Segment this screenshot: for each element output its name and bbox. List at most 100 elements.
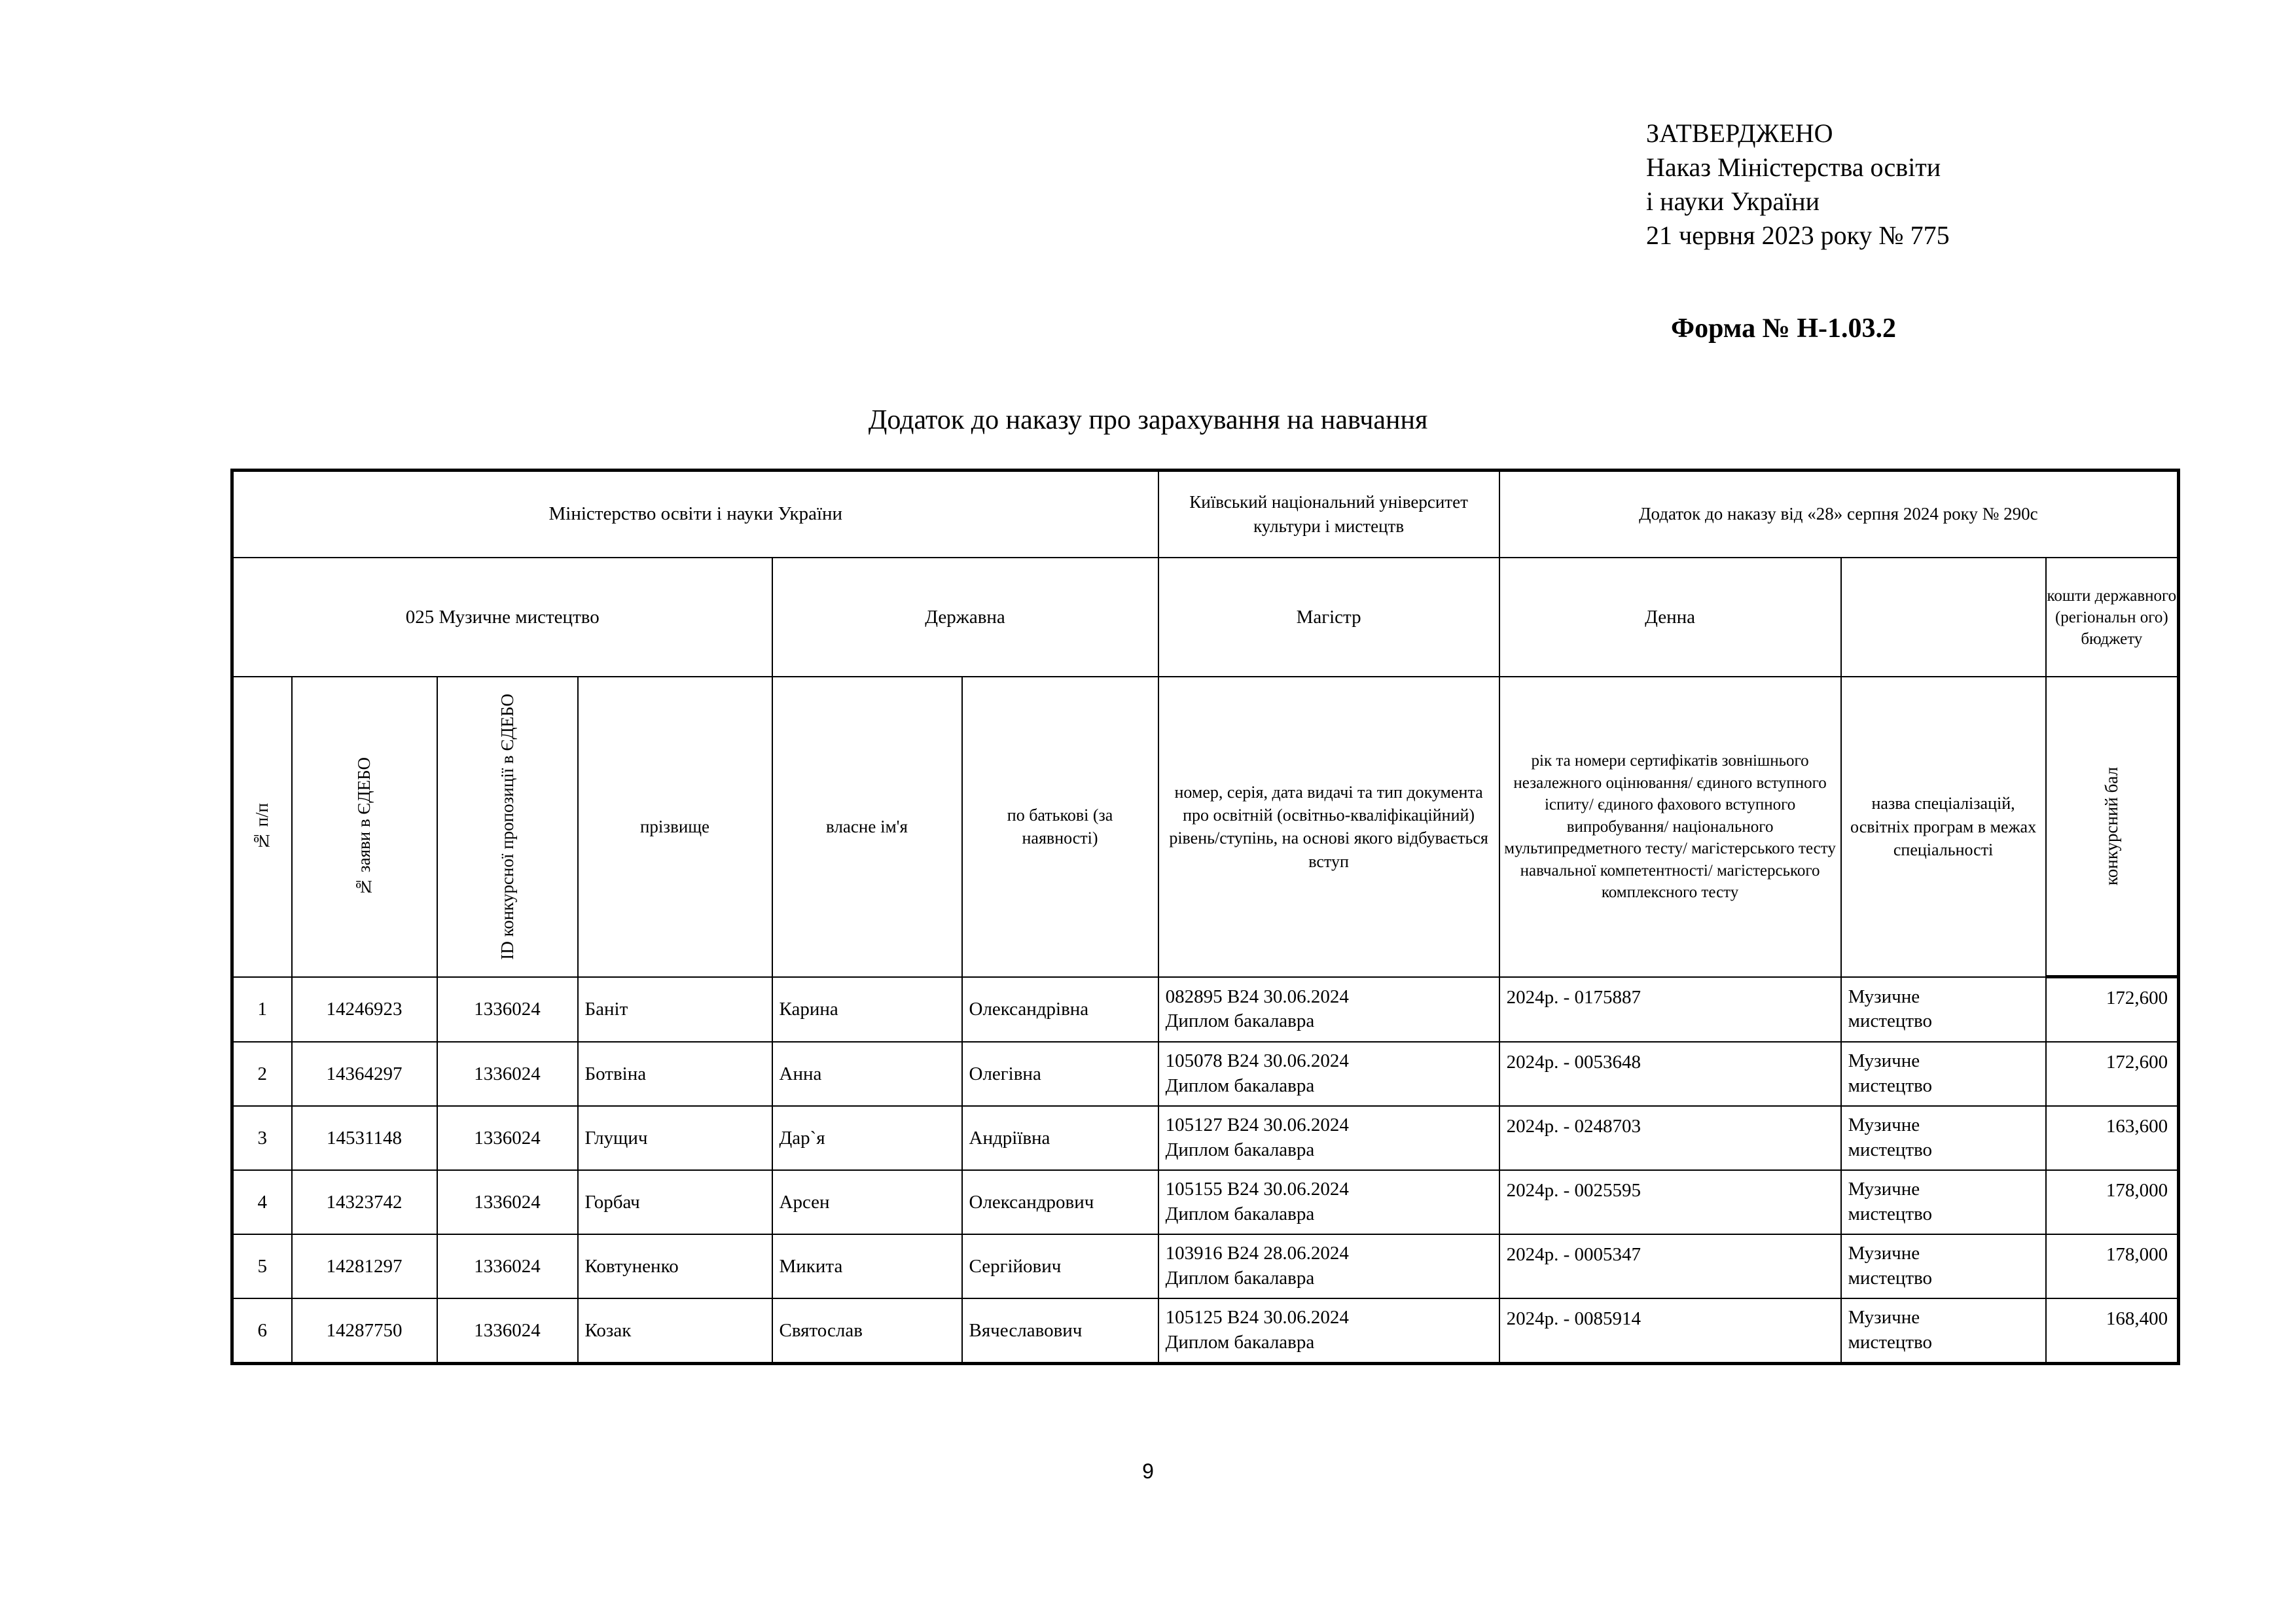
cell-document-line-1: 082895 В24 30.06.2024 xyxy=(1165,986,1349,1007)
cell-program-line-1: Музичне xyxy=(1848,986,1920,1007)
header-col-score-label: конкурсний бал xyxy=(2101,767,2121,885)
cell-surname: Ковтуненко xyxy=(577,1234,773,1299)
table-row: 6 14287750 1336024 Козак Святослав Вячес… xyxy=(230,1298,2181,1365)
cell-score-text: 178,000 xyxy=(2106,1243,2168,1265)
cell-document-line-1: 105155 В24 30.06.2024 xyxy=(1165,1179,1349,1200)
cell-program-line-1: Музичне xyxy=(1848,1179,1920,1200)
header-col-offer-id-label: ID конкурсної пропозиції в ЄДЕБО xyxy=(497,693,517,960)
cell-program: Музичне мистецтво xyxy=(1840,976,2047,1043)
cell-score: 163,600 xyxy=(2045,1105,2181,1171)
cell-document-line-1: 103916 В24 28.06.2024 xyxy=(1165,1243,1349,1264)
cell-application-no: 14531148 xyxy=(291,1105,438,1171)
cell-surname: Ботвіна xyxy=(577,1041,773,1107)
header-col-certificates: рік та номери сертифікатів зовнішнього н… xyxy=(1498,676,1842,978)
table-row: 2 14364297 1336024 Ботвіна Анна Олегівна… xyxy=(230,1041,2181,1107)
table-row: 5 14281297 1336024 Ковтуненко Микита Сер… xyxy=(230,1234,2181,1299)
cell-document-line-2: Диплом бакалавра xyxy=(1165,1139,1315,1160)
table-header-row-1: Міністерство освіти і науки України Київ… xyxy=(230,469,2181,558)
header-col-application-no: № заяви в ЄДЕБО xyxy=(291,676,438,978)
cell-given-name: Карина xyxy=(771,976,963,1043)
approval-line-1: ЗАТВЕРДЖЕНО xyxy=(1646,118,1833,148)
header-col-patronymic: по батькові (за наявності) xyxy=(961,676,1159,978)
cell-document-line-1: 105127 В24 30.06.2024 xyxy=(1165,1115,1349,1136)
cell-surname: Глущич xyxy=(577,1105,773,1171)
enrollment-table-wrapper: Міністерство освіти і науки України Київ… xyxy=(230,469,2181,1365)
cell-program: Музичне мистецтво xyxy=(1840,1298,2047,1365)
cell-program: Музичне мистецтво xyxy=(1840,1041,2047,1107)
cell-application-no: 14364297 xyxy=(291,1041,438,1107)
cell-document-line-1: 105125 В24 30.06.2024 xyxy=(1165,1307,1349,1329)
cell-score-text: 172,600 xyxy=(2106,1051,2168,1073)
cell-offer-id: 1336024 xyxy=(436,1298,579,1365)
cell-num: 4 xyxy=(230,1169,293,1235)
header-order: Додаток до наказу від «28» серпня 2024 р… xyxy=(1498,469,2181,558)
table-header-row-2: 025 Музичне мистецтво Державна Магістр Д… xyxy=(230,557,2181,677)
cell-program-line-1: Музичне xyxy=(1848,1307,1920,1329)
cell-surname: Баніт xyxy=(577,976,773,1043)
cell-program-line-2: мистецтво xyxy=(1848,1139,1933,1160)
table-header-row-3: № п/п № заяви в ЄДЕБО ID конкурсної проп… xyxy=(230,676,2181,978)
cell-program: Музичне мистецтво xyxy=(1840,1234,2047,1299)
approval-line-4: 21 червня 2023 року № 775 xyxy=(1646,221,1950,250)
cell-offer-id: 1336024 xyxy=(436,1105,579,1171)
cell-certificate-text: 2024р. - 0025595 xyxy=(1506,1179,1641,1201)
header-col-program: назва спеціалізацій, освітніх програм в … xyxy=(1840,676,2047,978)
cell-document: 105127 В24 30.06.2024 Диплом бакалавра xyxy=(1157,1105,1500,1171)
cell-application-no: 14323742 xyxy=(291,1169,438,1235)
approval-line-2: Наказ Міністерства освіти xyxy=(1646,152,1941,182)
cell-document-line-2: Диплом бакалавра xyxy=(1165,1075,1315,1096)
page-number-text: 9 xyxy=(1142,1459,1154,1483)
header-specialty: 025 Музичне мистецтво xyxy=(230,557,773,677)
cell-document-line-2: Диплом бакалавра xyxy=(1165,1332,1315,1353)
header-col-program-label: назва спеціалізацій, освітніх програм в … xyxy=(1850,794,2037,859)
cell-document: 105155 В24 30.06.2024 Диплом бакалавра xyxy=(1157,1169,1500,1235)
cell-certificate-text: 2024р. - 0248703 xyxy=(1506,1115,1641,1137)
cell-document: 103916 В24 28.06.2024 Диплом бакалавра xyxy=(1157,1234,1500,1299)
header-degree: Магістр xyxy=(1157,557,1500,677)
form-number: Форма № Н-1.03.2 xyxy=(1671,313,1896,344)
cell-document-line-1: 105078 В24 30.06.2024 xyxy=(1165,1050,1349,1072)
cell-document: 082895 В24 30.06.2024 Диплом бакалавра xyxy=(1157,976,1500,1043)
header-col-surname-label: прізвище xyxy=(639,816,710,836)
cell-program-line-2: мистецтво xyxy=(1848,1075,1933,1096)
document-title: Додаток до наказу про зарахування на нав… xyxy=(0,404,2296,436)
cell-patronymic: Олегівна xyxy=(961,1041,1159,1107)
cell-certificate-text: 2024р. - 0175887 xyxy=(1506,986,1641,1008)
cell-program: Музичне мистецтво xyxy=(1840,1105,2047,1171)
cell-score: 172,600 xyxy=(2045,976,2181,1043)
header-col-patronymic-label: по батькові (за наявності) xyxy=(1007,805,1113,848)
cell-patronymic: Вячеславович xyxy=(961,1298,1159,1365)
header-ministry: Міністерство освіти і науки України xyxy=(230,469,1159,558)
cell-document-line-2: Диплом бакалавра xyxy=(1165,1010,1315,1032)
header-col-score: конкурсний бал xyxy=(2045,676,2181,978)
cell-program-line-2: мистецтво xyxy=(1848,1332,1933,1353)
table-row: 4 14323742 1336024 Горбач Арсен Олександ… xyxy=(230,1169,2181,1235)
cell-document: 105078 В24 30.06.2024 Диплом бакалавра xyxy=(1157,1041,1500,1107)
approval-line-3: і науки України xyxy=(1646,187,1820,216)
cell-num: 1 xyxy=(230,976,293,1043)
cell-application-no: 14246923 xyxy=(291,976,438,1043)
cell-document-line-2: Диплом бакалавра xyxy=(1165,1204,1315,1224)
cell-score: 178,000 xyxy=(2045,1234,2181,1299)
document-title-text: Додаток до наказу про зарахування на нав… xyxy=(868,405,1428,435)
cell-application-no: 14287750 xyxy=(291,1298,438,1365)
cell-score-text: 172,600 xyxy=(2106,987,2168,1008)
cell-num: 6 xyxy=(230,1298,293,1365)
cell-offer-id: 1336024 xyxy=(436,1169,579,1235)
cell-score: 178,000 xyxy=(2045,1169,2181,1235)
cell-given-name: Святослав xyxy=(771,1298,963,1365)
cell-certificate: 2024р. - 0005347 xyxy=(1498,1234,1842,1299)
cell-document: 105125 В24 30.06.2024 Диплом бакалавра xyxy=(1157,1298,1500,1365)
header-col-application-no-label: № заяви в ЄДЕБО xyxy=(354,757,374,897)
header-col-num-label: № п/п xyxy=(252,802,272,851)
cell-certificate: 2024р. - 0085914 xyxy=(1498,1298,1842,1365)
cell-certificate: 2024р. - 0025595 xyxy=(1498,1169,1842,1235)
header-university: Київський національний університет культ… xyxy=(1157,469,1500,558)
header-col-given-name-label: власне ім'я xyxy=(826,816,908,836)
cell-program-line-2: мистецтво xyxy=(1848,1268,1933,1289)
cell-num: 3 xyxy=(230,1105,293,1171)
header-blank-cell xyxy=(1840,557,2047,677)
cell-num: 2 xyxy=(230,1041,293,1107)
cell-certificate: 2024р. - 0175887 xyxy=(1498,976,1842,1043)
header-col-given-name: власне ім'я xyxy=(771,676,963,978)
